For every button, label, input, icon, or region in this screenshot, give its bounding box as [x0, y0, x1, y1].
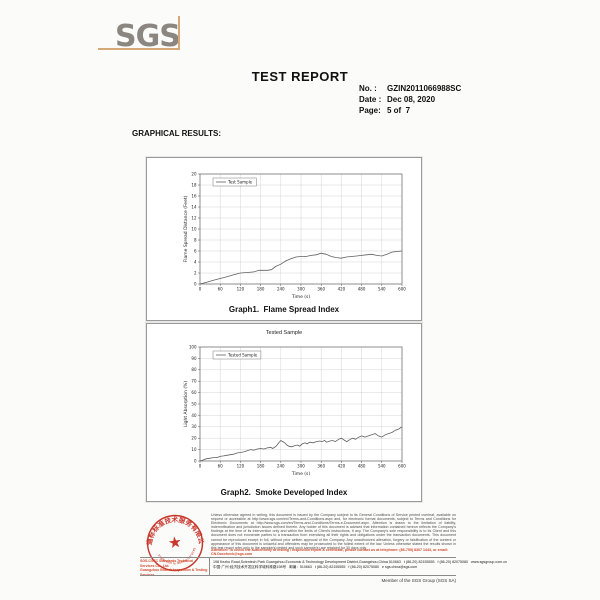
svg-text:0: 0: [194, 281, 197, 286]
svg-text:50: 50: [191, 401, 197, 406]
svg-text:420: 420: [338, 287, 346, 292]
svg-text:10: 10: [191, 226, 197, 231]
graph1-box: 0 60 120 180 240 300 360 420 480 540 600 0 2 4 6 8 10 12 1…: [146, 157, 422, 321]
svg-text:480: 480: [358, 464, 366, 469]
report-meta: No. : GZIN2011066988SC Date : Dec 08, 20…: [359, 83, 461, 116]
meta-value-no: GZIN2011066988SC: [387, 84, 462, 93]
svg-text:70: 70: [191, 379, 197, 384]
svg-text:180: 180: [257, 287, 265, 292]
svg-text:18: 18: [191, 182, 197, 187]
svg-text:10: 10: [191, 447, 197, 452]
svg-text:Test Sample: Test Sample: [227, 180, 253, 185]
svg-text:Flame Spread Distance (Feet): Flame Spread Distance (Feet): [183, 195, 189, 262]
graph2-box: Tested Sample 0 60 120 180 240 300 360 420 480 54…: [146, 323, 422, 502]
stamp-star-icon: ★: [167, 533, 183, 553]
svg-text:360: 360: [317, 287, 325, 292]
svg-text:20: 20: [191, 436, 197, 441]
svg-text:60: 60: [218, 287, 224, 292]
address-line-en: 198 Kezhu Road,Scientech Park Guangzhou …: [213, 560, 507, 564]
address-line-cn: 中国·广州·经济技术开发区科学城科珠路198号 邮编：510663 t (86-…: [213, 565, 418, 569]
svg-text:0: 0: [199, 287, 202, 292]
meta-label-page: Page:: [359, 106, 381, 115]
svg-text:240: 240: [277, 464, 285, 469]
svg-text:300: 300: [297, 287, 305, 292]
smoke-developed-chart: 0 60 120 180 240 300 360 420 480 540 600 0 10 20 30 40 5…: [147, 339, 421, 487]
svg-text:480: 480: [358, 287, 366, 292]
legal-disclaimer-text: Unless otherwise agreed in writing, this…: [211, 513, 456, 550]
svg-text:30: 30: [191, 424, 197, 429]
svg-text:0: 0: [194, 458, 197, 463]
page-title: TEST REPORT: [251, 69, 349, 84]
address-block: 198 Kezhu Road,Scientech Park Guangzhou …: [213, 560, 507, 570]
logo-underline: [98, 48, 180, 50]
authenticity-attention-text: Attention: To check the authenticity of …: [211, 548, 448, 557]
svg-text:14: 14: [191, 204, 197, 209]
footer-divider-bottom: [140, 575, 456, 576]
svg-text:Time (s): Time (s): [291, 471, 311, 477]
svg-text:20: 20: [191, 171, 197, 176]
footer-divider-vertical: [209, 557, 210, 575]
svg-text:0: 0: [199, 464, 202, 469]
svg-text:540: 540: [378, 287, 386, 292]
company-name-line2: Guangzhou Branch Inspection & Testing Se…: [140, 568, 208, 577]
company-name-line1: SGS-CSTC Standards Technical Services Co…: [140, 559, 194, 568]
svg-text:Light Absorption (%): Light Absorption (%): [183, 381, 189, 427]
graph2-title: Tested Sample: [265, 330, 303, 336]
svg-text:120: 120: [237, 464, 245, 469]
svg-text:90: 90: [191, 356, 197, 361]
meta-row-page: Page: 5 of 7: [359, 105, 461, 116]
svg-text:60: 60: [218, 464, 224, 469]
meta-label-date: Date :: [359, 95, 382, 104]
svg-text:540: 540: [378, 464, 386, 469]
logo-vertical-rule: [178, 16, 180, 49]
meta-value-date: Dec 08, 2020: [387, 95, 436, 104]
meta-row-date: Date : Dec 08, 2020: [359, 94, 461, 105]
section-heading-graphical-results: GRAPHICAL RESULTS:: [132, 129, 222, 138]
svg-text:6: 6: [194, 248, 197, 253]
sgs-logo-text: SGS: [115, 19, 181, 54]
svg-text:12: 12: [191, 215, 197, 220]
svg-text:40: 40: [191, 413, 197, 418]
graph1-caption: Graph1. Flame Spread Index: [228, 305, 340, 314]
svg-text:8: 8: [194, 237, 197, 242]
member-of-sgs-group-text: Member of the SGS Group (SGS SA): [381, 578, 456, 583]
company-name-block: SGS-CSTC Standards Technical Services Co…: [140, 559, 208, 577]
svg-text:420: 420: [338, 464, 346, 469]
svg-text:120: 120: [237, 287, 245, 292]
svg-text:4: 4: [194, 259, 197, 264]
flame-spread-chart: 0 60 120 180 240 300 360 420 480 540 600 0 2 4 6 8 10 12 1…: [147, 160, 421, 304]
svg-text:600: 600: [398, 464, 406, 469]
meta-row-no: No. : GZIN2011066988SC: [359, 83, 461, 94]
svg-text:2: 2: [194, 270, 197, 275]
svg-text:600: 600: [398, 287, 406, 292]
svg-text:300: 300: [297, 464, 305, 469]
svg-text:180: 180: [257, 464, 265, 469]
meta-label-no: No. :: [359, 84, 377, 93]
sgs-logo: SGS: [115, 19, 181, 54]
svg-text:60: 60: [191, 390, 197, 395]
svg-text:Time (s): Time (s): [291, 294, 311, 300]
svg-text:16: 16: [191, 193, 197, 198]
graph2-caption: Graph2. Smoke Developed Index: [220, 488, 348, 497]
svg-text:240: 240: [277, 287, 285, 292]
meta-value-page: 5 of 7: [387, 106, 411, 115]
svg-text:80: 80: [191, 367, 197, 372]
footer-divider-top: [140, 557, 456, 558]
svg-text:Tested Sample: Tested Sample: [227, 353, 258, 358]
svg-text:100: 100: [189, 344, 197, 349]
svg-text:360: 360: [317, 464, 325, 469]
